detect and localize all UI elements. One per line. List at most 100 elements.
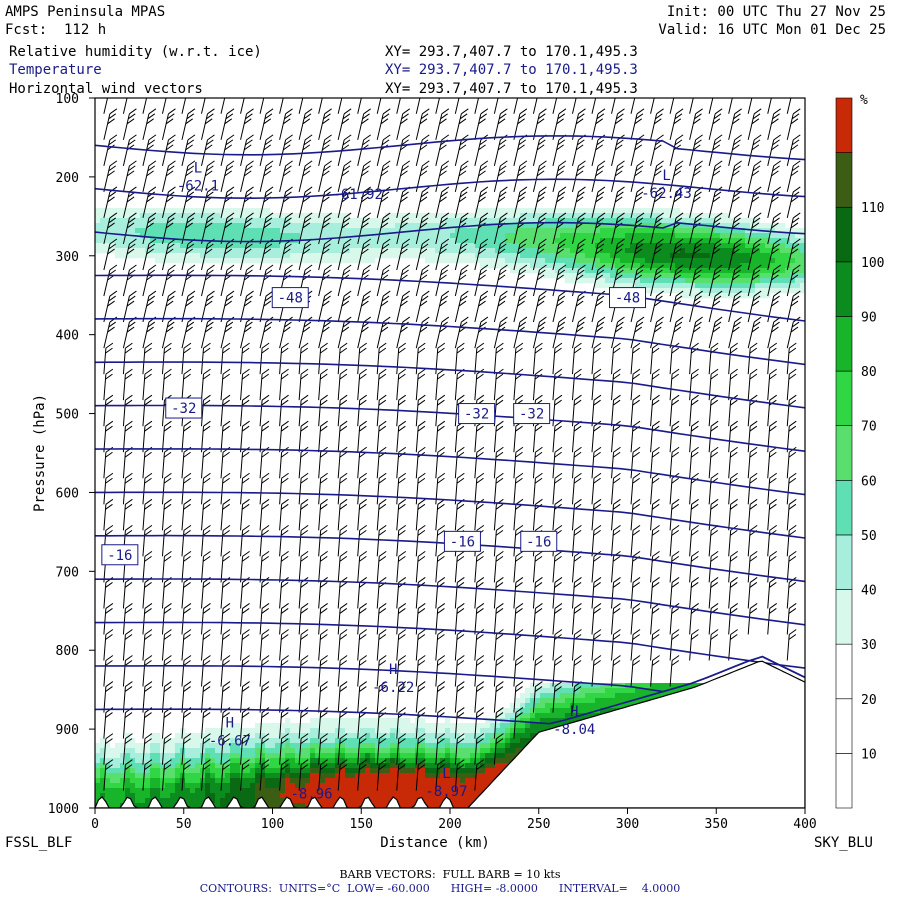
rh-cell <box>470 248 476 254</box>
rh-cell <box>385 233 391 239</box>
rh-cell <box>405 793 411 799</box>
wind-barb <box>142 290 157 323</box>
rh-cell <box>760 223 766 229</box>
wind-barb <box>435 186 450 219</box>
rh-cell <box>620 273 626 279</box>
rh-cell <box>495 223 501 229</box>
rh-cell <box>710 263 716 269</box>
rh-cell <box>245 213 251 219</box>
rh-cell <box>495 213 501 219</box>
wind-barb <box>552 446 563 479</box>
rh-cell <box>700 268 706 274</box>
rh-cell <box>225 773 231 779</box>
rh-cell <box>540 263 546 269</box>
rh-cell <box>465 723 471 729</box>
rh-cell <box>270 248 276 254</box>
rh-cell <box>490 728 496 734</box>
rh-cell <box>220 253 226 259</box>
wind-barb <box>181 655 192 687</box>
rh-cell <box>525 723 531 729</box>
wind-barb <box>240 550 250 583</box>
wind-barb <box>689 550 699 583</box>
rh-cell <box>480 723 486 729</box>
rh-cell <box>550 723 556 729</box>
rh-cell <box>310 228 316 234</box>
rh-cell <box>350 238 356 244</box>
rh-cell <box>555 683 561 689</box>
rh-cell <box>400 753 406 759</box>
wind-barb <box>220 134 235 166</box>
rh-cell <box>315 778 321 784</box>
rh-cell <box>625 238 631 244</box>
rh-cell <box>240 758 246 764</box>
rh-cell <box>475 793 481 799</box>
rh-cell <box>675 283 681 289</box>
rh-cell <box>500 713 506 719</box>
rh-cell <box>550 253 556 259</box>
rh-cell <box>110 233 116 239</box>
rh-cell <box>560 268 566 274</box>
rh-cell <box>415 253 421 259</box>
rh-cell <box>470 788 476 794</box>
rh-cell <box>645 243 651 249</box>
rh-cell <box>620 233 626 239</box>
rh-cell <box>195 233 201 239</box>
rh-cell <box>500 233 506 239</box>
wind-barb <box>337 108 352 140</box>
wind-barb <box>396 290 411 323</box>
wind-barb <box>259 394 270 427</box>
wind-barb <box>181 498 192 531</box>
rh-cell <box>610 248 616 254</box>
rh-cell <box>175 748 181 754</box>
rh-cell <box>465 213 471 219</box>
extremum-value: -62.43 <box>641 186 692 202</box>
wind-barb <box>279 759 289 791</box>
rh-cell <box>400 228 406 234</box>
rh-cell <box>195 773 201 779</box>
rh-cell <box>190 773 196 779</box>
rh-cell <box>230 723 236 729</box>
rh-cell <box>130 793 136 799</box>
rh-cell <box>160 208 166 214</box>
rh-cell <box>770 268 776 274</box>
rh-cell <box>410 743 416 749</box>
rh-cell <box>685 223 691 229</box>
wind-barb <box>532 446 543 479</box>
rh-cell <box>445 738 451 744</box>
rh-cell <box>145 763 151 769</box>
rh-cell <box>350 778 356 784</box>
rh-cell <box>335 788 341 794</box>
rh-cell <box>490 733 496 739</box>
rh-cell <box>115 768 121 774</box>
rh-cell <box>380 233 386 239</box>
rh-cell <box>760 293 766 299</box>
rh-cell <box>430 728 436 734</box>
rh-cell <box>655 248 661 254</box>
rh-cell <box>115 798 121 804</box>
wind-barb <box>513 550 524 583</box>
wind-barb <box>650 238 664 271</box>
rh-cell <box>670 233 676 239</box>
rh-cell <box>425 248 431 254</box>
wind-barb <box>513 316 528 349</box>
rh-cell <box>330 223 336 229</box>
rh-cell <box>590 248 596 254</box>
wind-barb <box>142 603 153 635</box>
wind-barb <box>650 524 660 557</box>
rh-cell <box>330 763 336 769</box>
wind-barb <box>142 264 157 297</box>
rh-cell <box>250 793 256 799</box>
rh-cell <box>625 688 631 694</box>
rh-cell <box>485 243 491 249</box>
wind-barb <box>161 577 172 609</box>
rh-cell <box>700 243 706 249</box>
wind-barb <box>220 603 231 635</box>
wind-barb <box>571 316 586 349</box>
rh-cell <box>500 763 506 769</box>
rh-cell <box>585 238 591 244</box>
rh-cell <box>315 718 321 724</box>
rh-cell <box>205 753 211 759</box>
rh-cell <box>140 758 146 764</box>
rh-cell <box>445 213 451 219</box>
rh-cell <box>605 708 611 714</box>
